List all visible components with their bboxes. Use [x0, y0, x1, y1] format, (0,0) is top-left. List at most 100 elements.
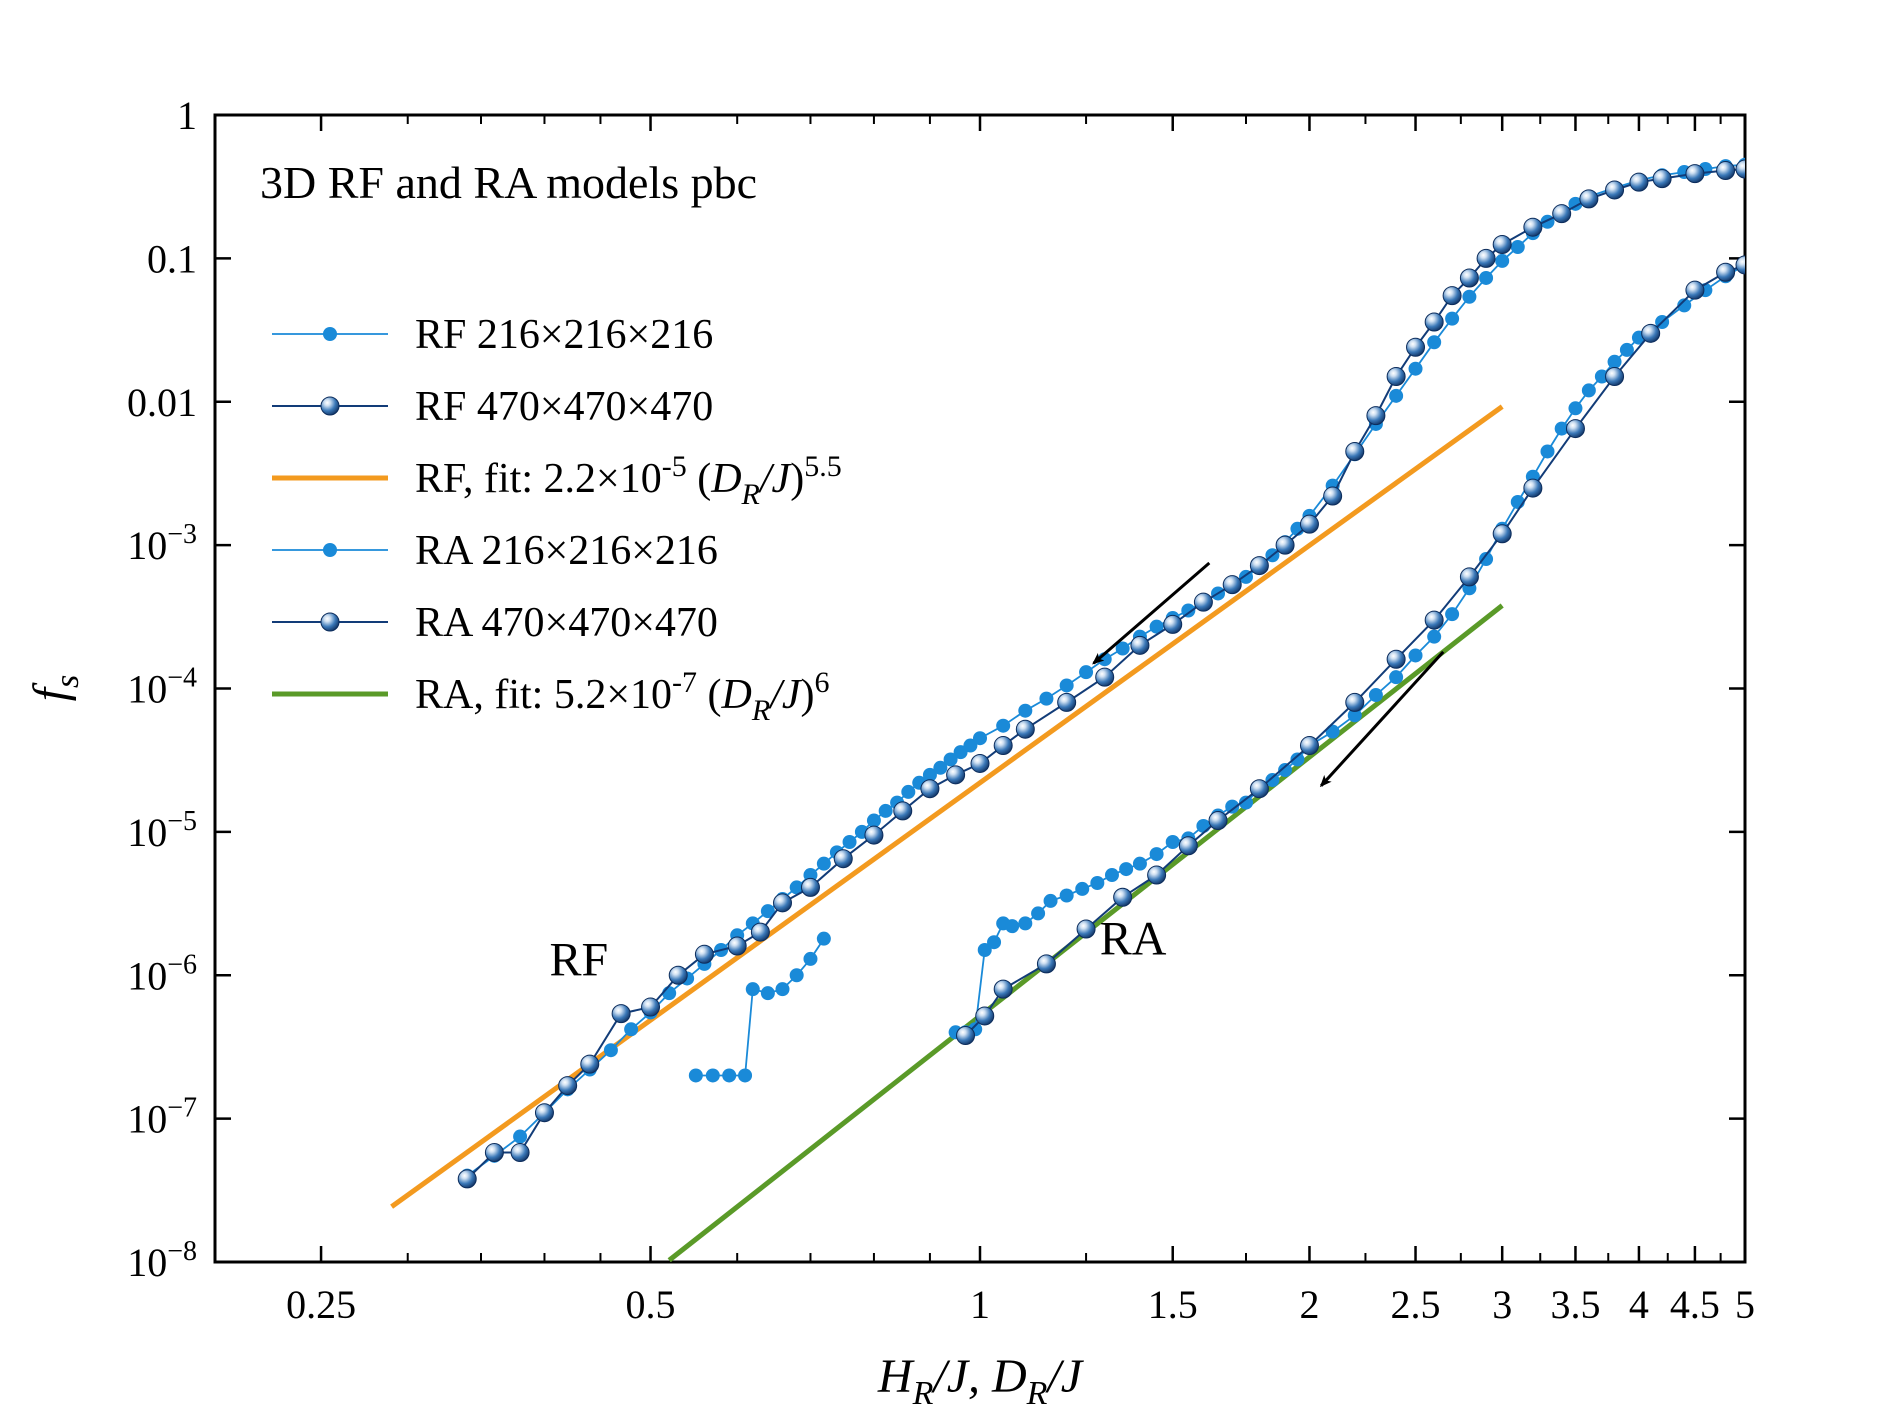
- data-point: [946, 765, 966, 785]
- data-point: [668, 965, 688, 985]
- legend-label-part: (: [687, 456, 712, 502]
- data-point: [1605, 180, 1625, 200]
- x-axis-title-mid: /J,: [930, 1350, 992, 1403]
- data-point: [1059, 678, 1074, 693]
- data-point: [953, 745, 968, 760]
- data-point: [1165, 834, 1180, 849]
- y-tick-label: 10−4: [127, 663, 197, 712]
- data-point: [920, 779, 940, 799]
- legend-label: RA 216×216×216: [415, 528, 718, 574]
- legend-label-part: /J: [758, 456, 793, 502]
- data-point: [1605, 367, 1625, 387]
- data-point: [1115, 641, 1130, 656]
- data-point: [1594, 369, 1609, 384]
- data-point: [1368, 688, 1383, 703]
- y-axis-title: fs: [24, 675, 86, 702]
- y-tick-exponent: −4: [167, 663, 197, 694]
- data-point: [973, 731, 987, 746]
- series-line: [955, 264, 1745, 1034]
- data-point: [1323, 486, 1343, 506]
- x-tick-label: 2.5: [1391, 1282, 1441, 1327]
- data-point: [738, 1068, 753, 1083]
- data-point: [722, 1068, 737, 1083]
- data-point: [1095, 667, 1115, 687]
- legend-label-part: (: [697, 672, 722, 718]
- data-point: [956, 1025, 976, 1045]
- data-point: [1325, 724, 1340, 739]
- data-point: [803, 868, 818, 883]
- data-series: [457, 157, 1745, 1189]
- y-tick-exponent: −6: [167, 949, 197, 980]
- legend-label-part: D: [710, 456, 741, 502]
- data-point: [933, 760, 948, 775]
- data-point: [1015, 719, 1035, 739]
- data-point: [1018, 916, 1033, 931]
- data-point: [727, 936, 747, 956]
- data-point: [1104, 868, 1119, 883]
- data-point: [1043, 893, 1058, 908]
- legend-label-part: ): [790, 456, 804, 502]
- data-point: [662, 986, 677, 1001]
- data-point: [1389, 670, 1404, 685]
- data-point: [901, 784, 916, 799]
- data-point: [1716, 262, 1736, 282]
- legend-label: RF 216×216×216: [415, 312, 713, 358]
- data-point: [688, 1068, 703, 1083]
- x-tick-label: 4: [1629, 1282, 1649, 1327]
- data-point: [987, 935, 1002, 950]
- data-point: [1018, 703, 1033, 718]
- data-point: [842, 834, 857, 849]
- data-point: [1079, 665, 1094, 680]
- data-point: [760, 986, 775, 1001]
- data-point: [1347, 708, 1362, 723]
- data-point: [1249, 779, 1269, 799]
- data-point: [641, 997, 661, 1017]
- data-point: [513, 1129, 528, 1144]
- y-tick-base: 10: [127, 1097, 167, 1142]
- data-point: [943, 752, 958, 767]
- data-point: [457, 1169, 477, 1189]
- data-point: [745, 982, 760, 997]
- data-point: [1406, 337, 1426, 357]
- x-tick-label: 5: [1735, 1282, 1755, 1327]
- data-point: [1163, 614, 1183, 634]
- data-point: [1222, 575, 1242, 595]
- series-line: [964, 263, 1745, 1037]
- series-group: [948, 257, 1745, 1040]
- data-point: [1495, 253, 1510, 268]
- legend-label-part: -7: [672, 666, 697, 699]
- data-point: [1119, 862, 1134, 877]
- legend-label-part: RF, fit: 2.2×10: [415, 456, 662, 502]
- data-point: [893, 801, 913, 821]
- annotations: RF RA: [549, 912, 1166, 986]
- data-point: [534, 1103, 554, 1123]
- chart-title: 3D RF and RA models pbc: [260, 157, 757, 208]
- series-group: [457, 159, 1745, 1189]
- y-tick-label: 10−3: [127, 519, 197, 568]
- data-point: [1492, 524, 1512, 544]
- data-point: [1036, 954, 1056, 974]
- data-point: [1492, 234, 1512, 254]
- data-point: [1299, 514, 1319, 534]
- x-tick-label: 1: [970, 1282, 990, 1327]
- legend-label-part: RA, fit: 5.2×10: [415, 672, 672, 718]
- data-point: [1685, 280, 1705, 300]
- y-tick-label: 10−8: [127, 1236, 197, 1285]
- y-tick-label: 10−5: [127, 806, 197, 855]
- data-point: [1132, 856, 1147, 871]
- legend-label-part: RA 216×216×216: [415, 528, 718, 574]
- data-point: [603, 1043, 618, 1058]
- data-point: [1523, 217, 1543, 237]
- data-point: [1424, 610, 1444, 630]
- data-point: [1581, 383, 1596, 398]
- data-point: [803, 951, 818, 966]
- data-point: [775, 982, 790, 997]
- data-point: [1113, 887, 1133, 907]
- data-point: [624, 1022, 639, 1037]
- data-point: [866, 813, 881, 828]
- direction-arrow: [1092, 561, 1211, 665]
- data-point: [1735, 255, 1745, 275]
- y-tick-base: 10: [127, 810, 167, 855]
- series-line: [695, 938, 825, 1077]
- data-point: [1476, 248, 1496, 268]
